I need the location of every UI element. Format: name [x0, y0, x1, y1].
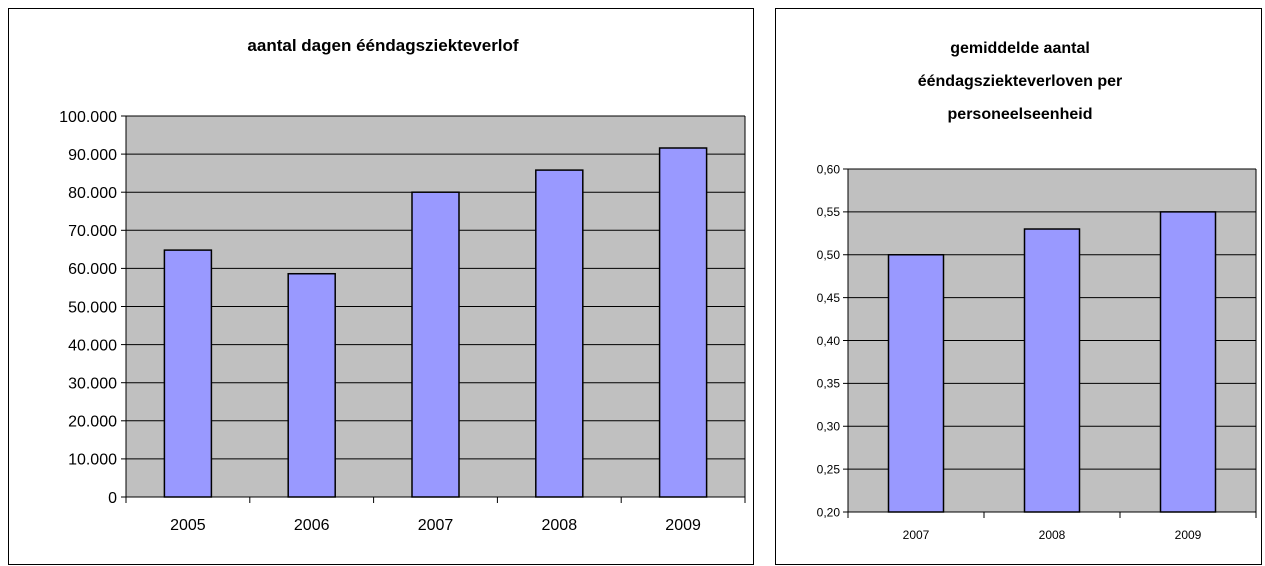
y-tick-label: 100.000 — [59, 109, 117, 126]
y-tick-label: 0,60 — [817, 162, 841, 176]
y-tick-label: 0,30 — [817, 420, 841, 434]
y-tick-label: 0,35 — [817, 377, 841, 391]
chart-right-title-line-3: personeelseenheid — [948, 106, 1093, 123]
bar-2006 — [287, 272, 336, 498]
y-tick-label: 70.000 — [68, 223, 117, 240]
x-tick-label: 2009 — [1175, 528, 1202, 542]
bar-2005 — [163, 249, 213, 498]
bar-2007 — [411, 191, 460, 498]
y-tick-label: 10.000 — [68, 452, 117, 469]
y-tick-label: 60.000 — [68, 261, 117, 278]
chart-days-one-day-sick-leave: aantal dagen ééndagsziekteverlof 0 10.000… — [8, 8, 754, 565]
x-tick-label: 2005 — [170, 517, 206, 534]
chart-left-svg: aantal dagen ééndagsziekteverlof 0 10.000… — [59, 36, 746, 534]
y-tick-label: 90.000 — [68, 147, 117, 164]
bar-2008 — [1023, 228, 1081, 513]
chart-right-svg: gemiddelde aantal ééndagsziekteverloven … — [817, 40, 1257, 542]
chart-right-title-line-1: gemiddelde aantal — [950, 40, 1090, 57]
y-tick-label: 0,55 — [817, 205, 841, 219]
chart-avg-one-day-sick-leave-per-employee: gemiddelde aantal ééndagsziekteverloven … — [775, 8, 1262, 565]
y-tick-label: 40.000 — [68, 337, 117, 354]
y-tick-label: 80.000 — [68, 185, 117, 202]
x-tick-label: 2007 — [903, 528, 930, 542]
y-tick-label: 20.000 — [68, 414, 117, 431]
bar-2009 — [658, 147, 708, 498]
chart-right-title-line-2: ééndagsziekteverloven per — [918, 73, 1123, 90]
bar-2008 — [535, 169, 584, 498]
x-tick-label: 2008 — [1039, 528, 1066, 542]
bar-2007 — [887, 254, 945, 513]
chart-left-title: aantal dagen ééndagsziekteverlof — [247, 36, 518, 55]
bar-2009 — [1159, 211, 1217, 513]
x-tick-label: 2007 — [418, 517, 454, 534]
y-tick-label: 0 — [108, 490, 117, 507]
y-tick-label: 0,40 — [817, 334, 841, 348]
y-tick-label: 30.000 — [68, 375, 117, 392]
x-tick-label: 2009 — [665, 517, 701, 534]
y-tick-label: 0,20 — [817, 505, 841, 519]
x-tick-label: 2008 — [542, 517, 578, 534]
y-tick-label: 0,25 — [817, 462, 841, 476]
y-tick-label: 0,50 — [817, 248, 841, 262]
x-tick-label: 2006 — [294, 517, 330, 534]
y-tick-label: 0,45 — [817, 291, 841, 305]
y-tick-label: 50.000 — [68, 299, 117, 316]
